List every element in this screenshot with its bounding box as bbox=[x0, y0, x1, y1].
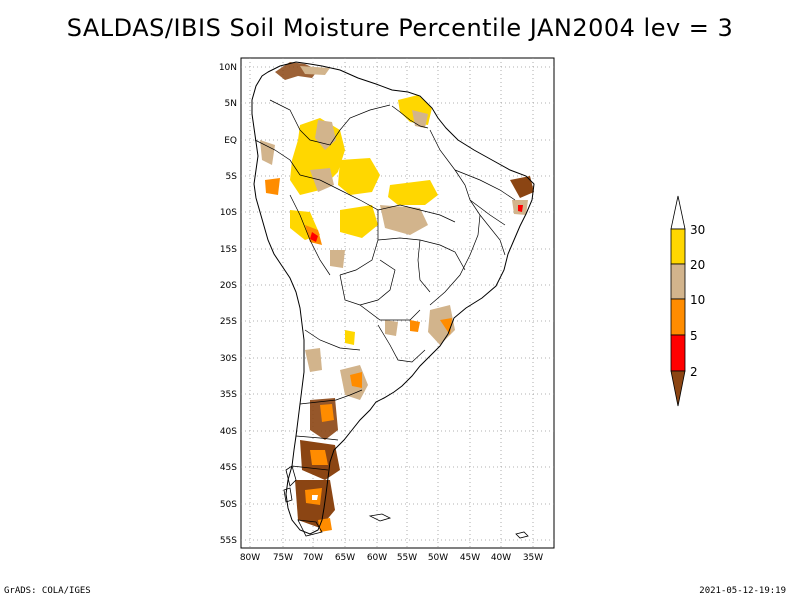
lat-tick-10s: 10S bbox=[220, 208, 237, 218]
country-borders bbox=[254, 99, 516, 471]
lon-tick-65w: 65W bbox=[335, 553, 355, 563]
colorbar-band-2-5 bbox=[670, 334, 686, 372]
footer-credit: GrADS: COLA/IGES bbox=[4, 586, 91, 596]
colorbar-label-30: 30 bbox=[690, 223, 705, 237]
lat-tick-10n: 10N bbox=[219, 63, 237, 73]
colorbar-label-5: 5 bbox=[690, 329, 698, 343]
colorbar-top-arrow bbox=[670, 195, 686, 230]
lat-tick-15s: 15S bbox=[220, 245, 237, 255]
lat-tick-25s: 25S bbox=[220, 317, 237, 327]
lon-tick-70w: 70W bbox=[303, 553, 323, 563]
lat-tick-5n: 5N bbox=[225, 99, 237, 109]
map-frame bbox=[240, 57, 555, 549]
lat-tick-20s: 20S bbox=[220, 281, 237, 291]
continent-outline bbox=[251, 61, 535, 535]
colorbar-bottom-arrow bbox=[670, 370, 686, 407]
lon-axis: 80W 75W 70W 65W 60W 55W 50W 45W 40W 35W bbox=[240, 553, 543, 563]
colorbar-labels: 30 20 10 5 2 bbox=[690, 223, 705, 379]
colorbar-label-20: 20 bbox=[690, 258, 705, 272]
lon-tick-40w: 40W bbox=[491, 553, 511, 563]
lat-tick-50s: 50S bbox=[220, 500, 237, 510]
lon-tick-55w: 55W bbox=[397, 553, 417, 563]
colorbar bbox=[670, 195, 686, 407]
lon-tick-60w: 60W bbox=[367, 553, 387, 563]
lat-axis: 10N 5N EQ 5S 10S 15S 20S 25S 30S 35S 40S… bbox=[219, 63, 237, 546]
lon-tick-80w: 80W bbox=[240, 553, 260, 563]
colorbar-band-5-10 bbox=[670, 298, 686, 336]
lon-tick-35w: 35W bbox=[523, 553, 543, 563]
lon-tick-75w: 75W bbox=[273, 553, 293, 563]
shaded-regions bbox=[260, 62, 534, 532]
lat-tick-5s: 5S bbox=[226, 172, 238, 182]
lat-tick-45s: 45S bbox=[220, 463, 237, 473]
colorbar-band-10-20 bbox=[670, 263, 686, 300]
lat-tick-30s: 30S bbox=[220, 354, 237, 364]
islands bbox=[283, 465, 529, 539]
lat-tick-35s: 35S bbox=[220, 390, 237, 400]
lat-tick-40s: 40S bbox=[220, 427, 237, 437]
colorbar-label-10: 10 bbox=[690, 293, 705, 307]
map-title: SALDAS/IBIS Soil Moisture Percentile JAN… bbox=[66, 14, 734, 42]
colorbar-band-20-30 bbox=[670, 228, 686, 265]
lon-tick-50w: 50W bbox=[428, 553, 448, 563]
footer-timestamp: 2021-05-12-19:19 bbox=[699, 586, 786, 596]
lat-tick-eq: EQ bbox=[224, 136, 237, 146]
lon-tick-45w: 45W bbox=[460, 553, 480, 563]
lat-tick-55s: 55S bbox=[220, 536, 237, 546]
colorbar-label-2: 2 bbox=[690, 365, 698, 379]
